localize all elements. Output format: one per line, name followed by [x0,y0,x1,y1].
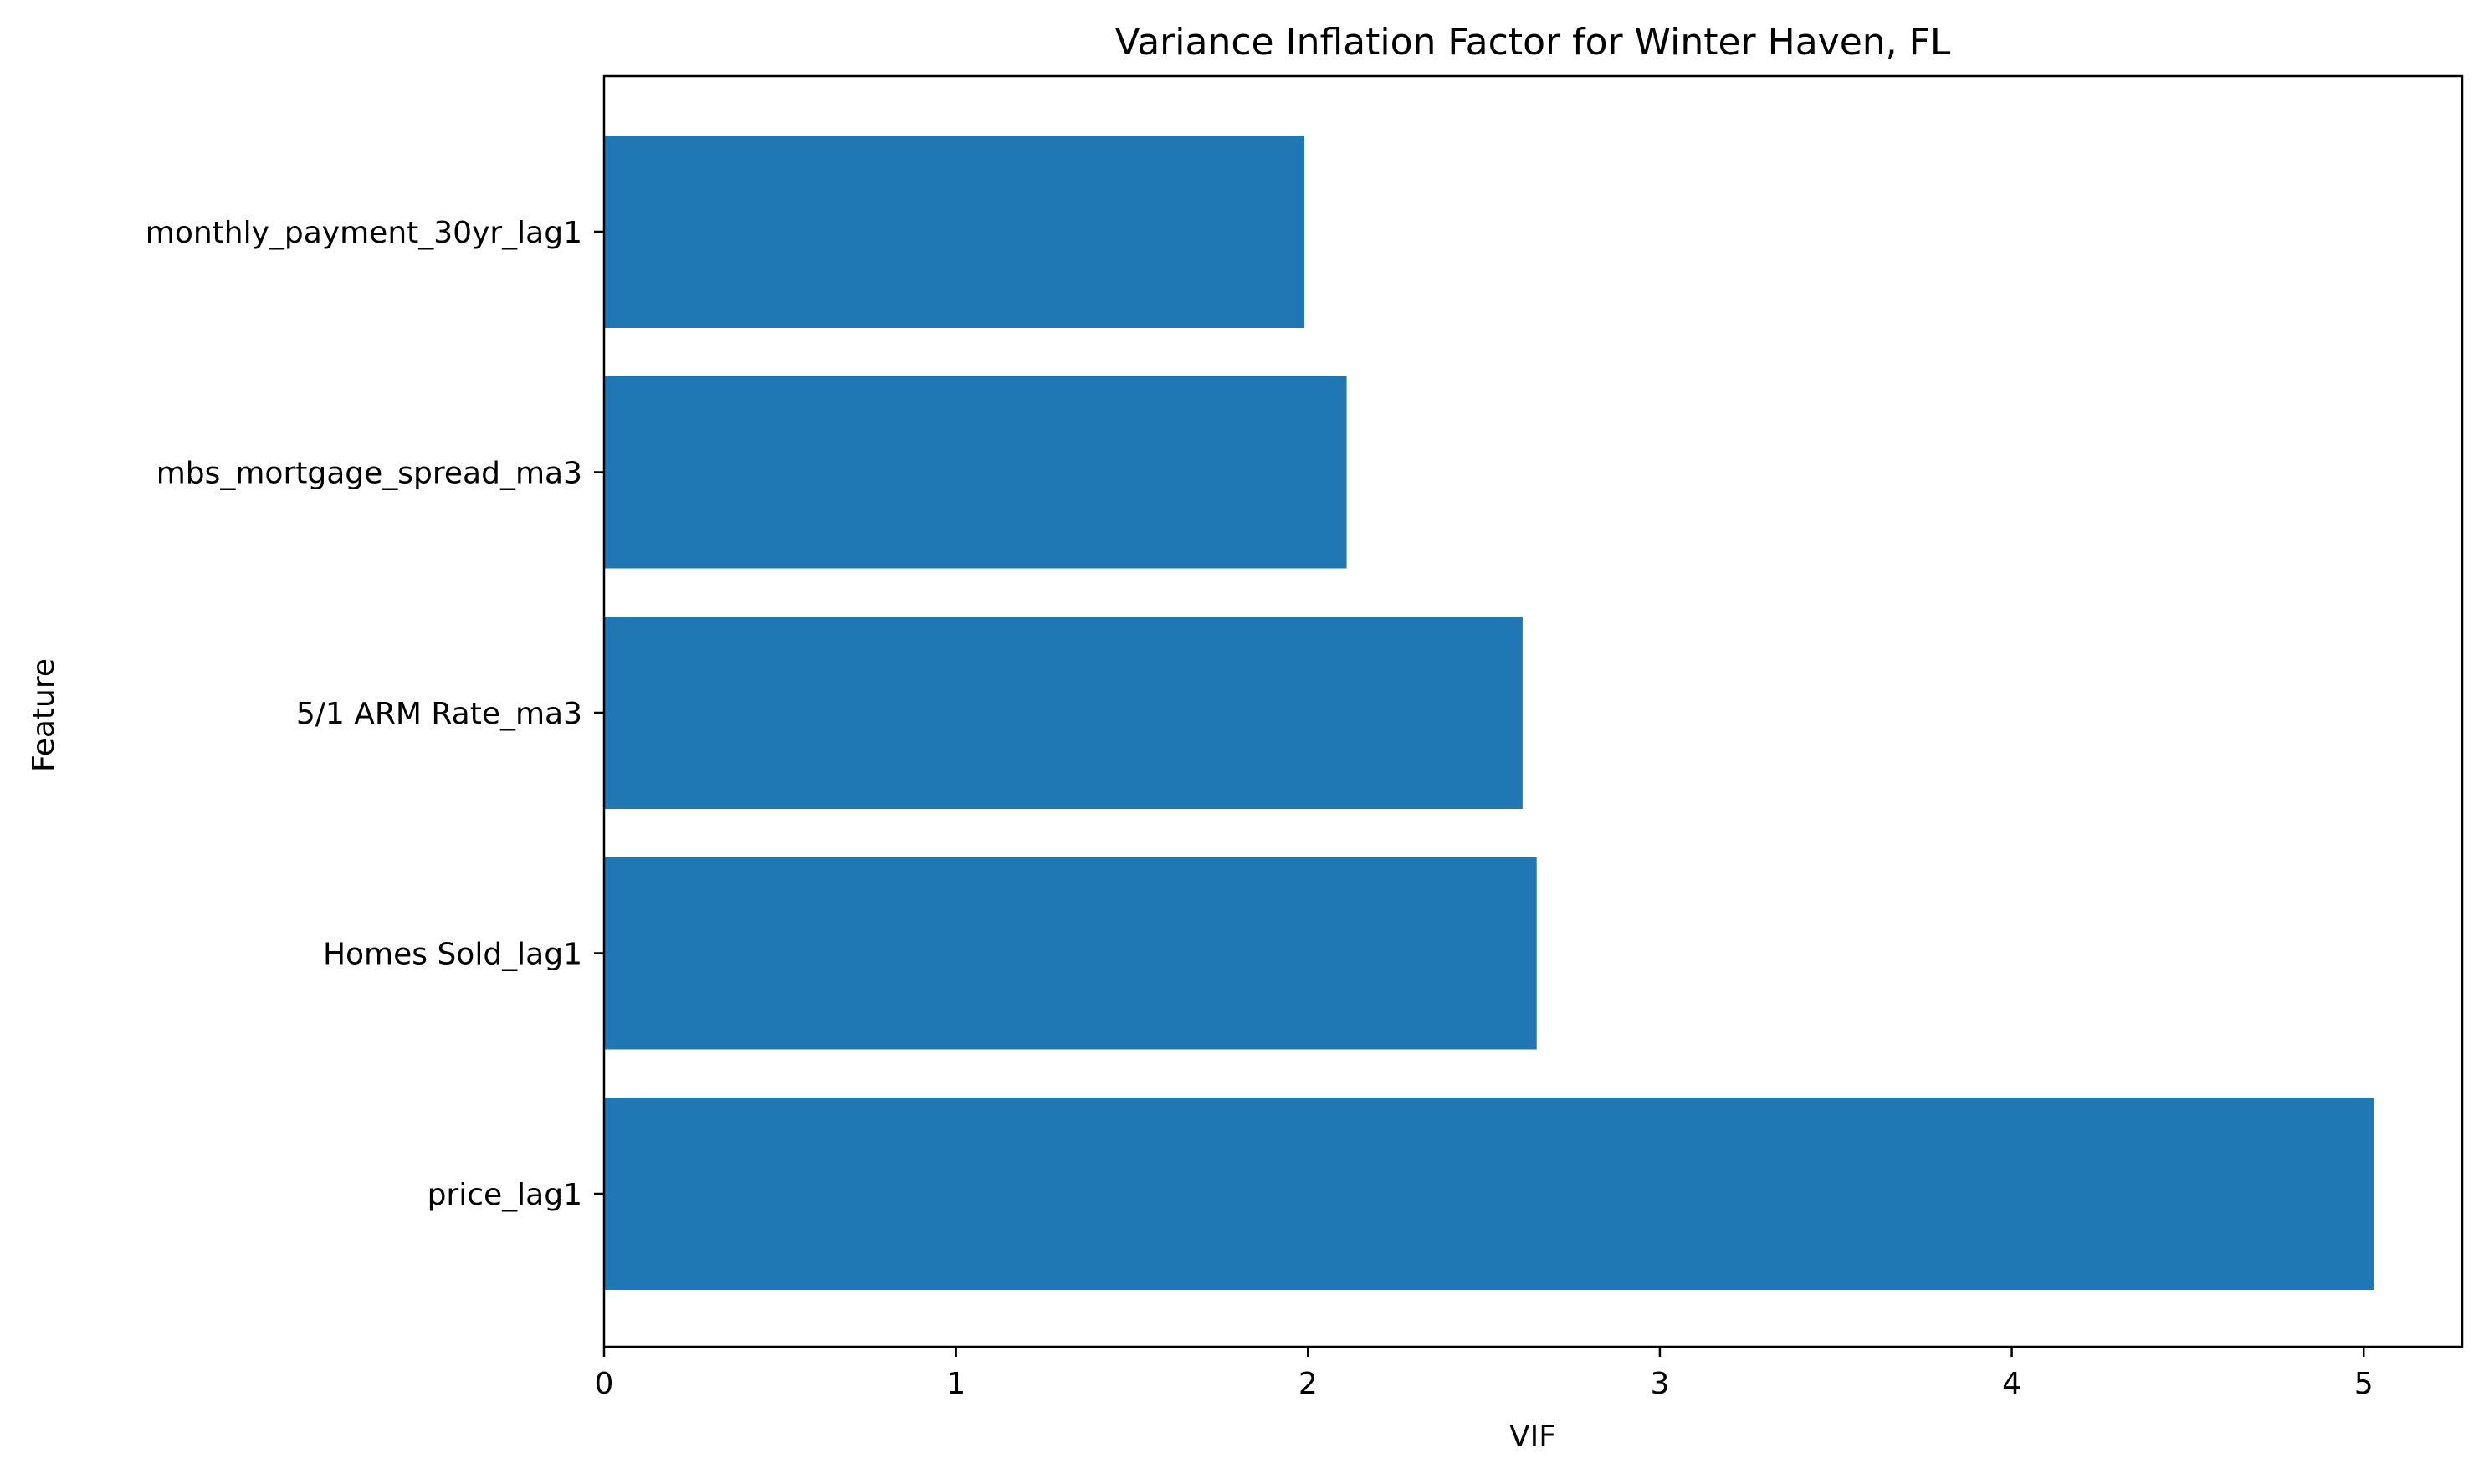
bar [604,376,1347,569]
x-tick-label: 0 [595,1367,614,1401]
bar [604,857,1537,1050]
y-tick-label: price_lag1 [428,1178,582,1212]
plot-frame [602,74,2464,1348]
y-axis-label: Feature [27,658,61,772]
bar [604,617,1523,809]
x-tick-label: 4 [2002,1367,2021,1401]
bars-layer [604,136,2374,1290]
bar [604,1098,2374,1290]
x-tick-label: 2 [1298,1367,1318,1401]
y-tick-label: 5/1 ARM Rate_ma3 [296,697,582,731]
x-tick-label: 5 [2354,1367,2374,1401]
x-axis-label: VIF [1509,1420,1556,1454]
y-tick-label: Homes Sold_lag1 [323,938,582,972]
chart-title: Variance Inflation Factor for Winter Hav… [1115,21,1951,64]
y-tick-label: monthly_payment_30yr_lag1 [146,216,582,250]
ticks-layer: monthly_payment_30yr_lag1 mbs_mortgage_sp… [146,216,2374,1401]
x-tick-label: 3 [1650,1367,1669,1401]
y-tick-label: mbs_mortgage_spread_ma3 [156,457,582,491]
x-tick-label: 1 [946,1367,965,1401]
bar [604,136,1305,328]
